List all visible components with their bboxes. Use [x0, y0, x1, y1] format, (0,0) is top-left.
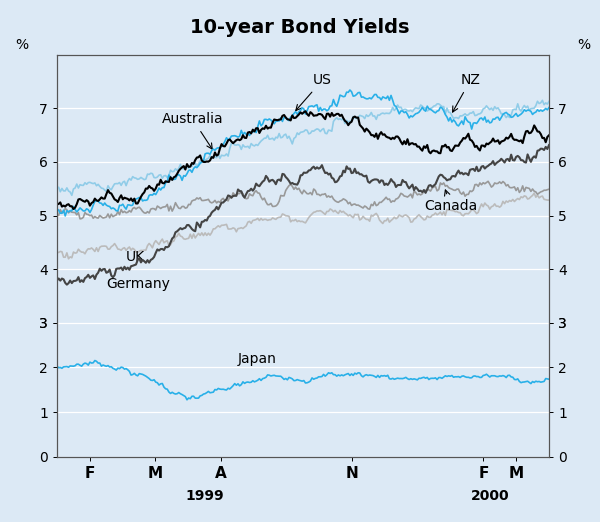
- Text: UK: UK: [126, 250, 145, 264]
- Text: %: %: [578, 38, 591, 52]
- Text: 2000: 2000: [470, 489, 509, 503]
- Text: %: %: [15, 38, 28, 52]
- Text: Germany: Germany: [106, 277, 170, 291]
- Text: Australia: Australia: [162, 112, 224, 149]
- Text: 1999: 1999: [185, 489, 224, 503]
- Text: US: US: [296, 73, 332, 111]
- Text: Japan: Japan: [238, 352, 276, 366]
- Text: NZ: NZ: [452, 73, 481, 112]
- Text: 10-year Bond Yields: 10-year Bond Yields: [190, 18, 410, 37]
- Text: Canada: Canada: [424, 190, 478, 213]
